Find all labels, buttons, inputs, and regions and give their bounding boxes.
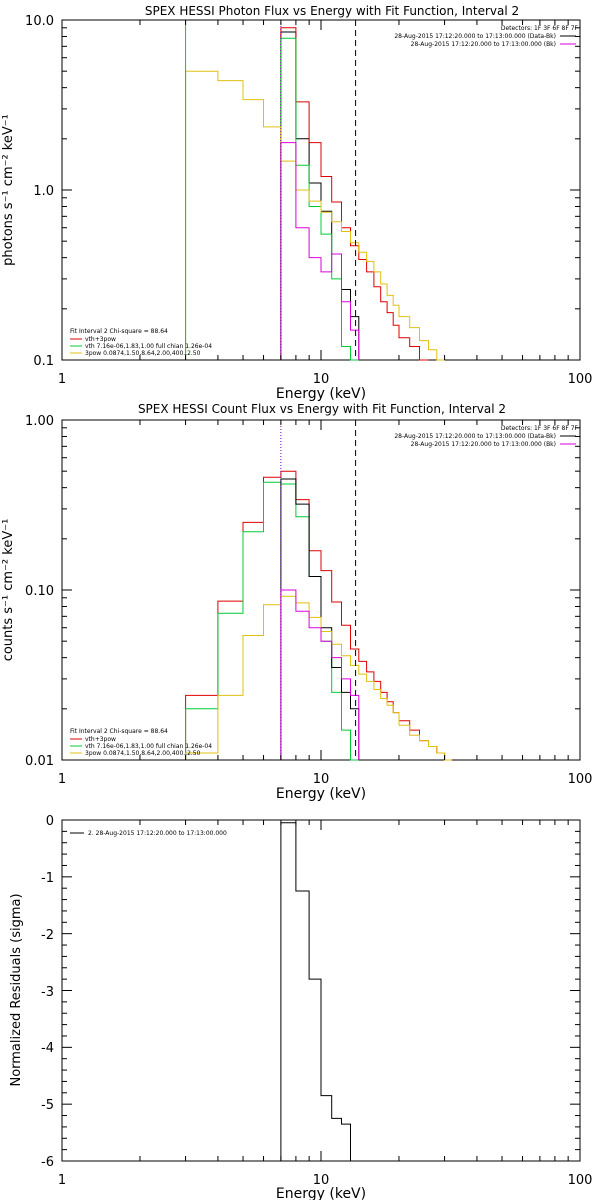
legend-entry: vth+3pow (85, 336, 116, 343)
axis-ticks (61, 819, 581, 1162)
fit-legend-header: Fit Interval 2 Chi-square = 88.64 (70, 328, 168, 335)
series-line-red (280, 27, 429, 361)
x-tick-label: 10 (313, 1173, 330, 1188)
count-flux-panel: SPEX HESSI Count Flux vs Energy with Fit… (1, 402, 592, 802)
legend-entry: 3pow 0.0874,1.50,8.64,2.00,400.,2.50 (85, 750, 201, 757)
residuals-panel: 1 10 100 0 -1 -2 -3 -4 -5 -6 Energy (keV… (9, 814, 592, 1200)
axis-ticks (61, 419, 581, 761)
x-tick-label: 100 (568, 1173, 593, 1188)
fit-legend-header: Fit Interval 2 Chi-square = 88.64 (70, 728, 168, 735)
axis-ticks (61, 19, 581, 361)
legend-header: Detectors: 1F 3F 6F 8F 7F (501, 25, 579, 32)
y-tick-label: 0 (46, 814, 54, 829)
x-tick-label: 1 (58, 372, 66, 387)
y-tick-label: 1.00 (25, 414, 54, 429)
y-tick-label: -6 (41, 1155, 54, 1170)
series-line-magenta (280, 589, 360, 760)
photon-flux-panel: SPEX HESSI Photon Flux vs Energy with Fi… (1, 4, 592, 402)
y-tick-label: -1 (41, 871, 54, 886)
y-tick-label: -4 (41, 1041, 54, 1056)
y-axis-label: Normalized Residuals (sigma) (9, 893, 24, 1086)
legend-entry: 28-Aug-2015 17:12:20.000 to 17:13:00.000… (394, 33, 556, 40)
legend: Detectors: 1F 3F 6F 8F 7F 28-Aug-2015 17… (394, 25, 578, 48)
x-tick-label: 1 (58, 1173, 66, 1188)
x-axis-label: Energy (keV) (276, 1186, 366, 1200)
fit-legend: Fit Interval 2 Chi-square = 88.64 vth+3p… (70, 728, 212, 757)
legend-entry: vth 7.16e-06,1.83,1.00 full chian 1.26e-… (85, 343, 212, 350)
x-axis-label: Energy (keV) (276, 786, 366, 802)
y-tick-label: 0.1 (33, 354, 54, 369)
chart-title: SPEX HESSI Photon Flux vs Energy with Fi… (145, 4, 519, 18)
y-tick-label: -3 (41, 985, 54, 1000)
legend: 2. 28-Aug-2015 17:12:20.000 to 17:13:00.… (70, 830, 227, 837)
legend-entry: 28-Aug-2015 17:12:20.000 to 17:13:00.000… (394, 433, 556, 440)
legend-entry: vth+3pow (85, 736, 116, 743)
series-line-red (185, 470, 452, 761)
x-tick-label: 100 (568, 772, 593, 787)
x-tick-label: 10 (313, 372, 330, 387)
series-line-black (280, 822, 351, 1161)
chart-title: SPEX HESSI Count Flux vs Energy with Fit… (138, 402, 506, 416)
y-tick-label: 1.0 (33, 184, 54, 199)
x-axis-label: Energy (keV) (276, 386, 366, 402)
x-tick-label: 100 (568, 372, 593, 387)
vline-layer (280, 420, 357, 760)
vline-layer (185, 20, 357, 360)
series-line-black (280, 31, 360, 360)
legend-entry: 3pow 0.0874,1.50,8.64,2.00,400.,2.50 (85, 350, 201, 357)
series-line-green (280, 37, 359, 361)
legend-entry: 28-Aug-2015 17:12:20.000 to 17:13:00.000… (411, 41, 556, 48)
series-line-green (185, 481, 359, 761)
legend-entry: vth 7.16e-06,1.83,1.00 full chian 1.26e-… (85, 743, 212, 750)
series-line-magenta (280, 142, 360, 360)
y-tick-label: -2 (41, 928, 54, 943)
series-line-yellow (185, 70, 445, 361)
series-layer (185, 27, 445, 361)
series-layer (185, 470, 452, 761)
y-tick-label: 0.10 (25, 584, 54, 599)
legend-entry: 28-Aug-2015 17:12:20.000 to 17:13:00.000… (411, 441, 556, 448)
fit-legend: Fit Interval 2 Chi-square = 88.64 vth+3p… (70, 328, 212, 357)
series-layer (280, 822, 351, 1161)
legend-header: Detectors: 1F 3F 6F 8F 7F (501, 425, 579, 432)
y-tick-label: 10.0 (25, 14, 54, 29)
series-line-yellow (185, 595, 452, 761)
y-axis-label: counts s⁻¹ cm⁻² keV⁻¹ (1, 519, 16, 662)
y-tick-label: 0.01 (25, 754, 54, 769)
series-line-black (280, 478, 360, 760)
x-tick-label: 1 (58, 772, 66, 787)
x-tick-label: 10 (313, 772, 330, 787)
y-tick-label: -5 (41, 1098, 54, 1113)
legend: Detectors: 1F 3F 6F 8F 7F 28-Aug-2015 17… (394, 425, 578, 448)
legend-entry: 2. 28-Aug-2015 17:12:20.000 to 17:13:00.… (88, 830, 227, 837)
y-axis-label: photons s⁻¹ cm⁻² keV⁻¹ (1, 114, 16, 266)
